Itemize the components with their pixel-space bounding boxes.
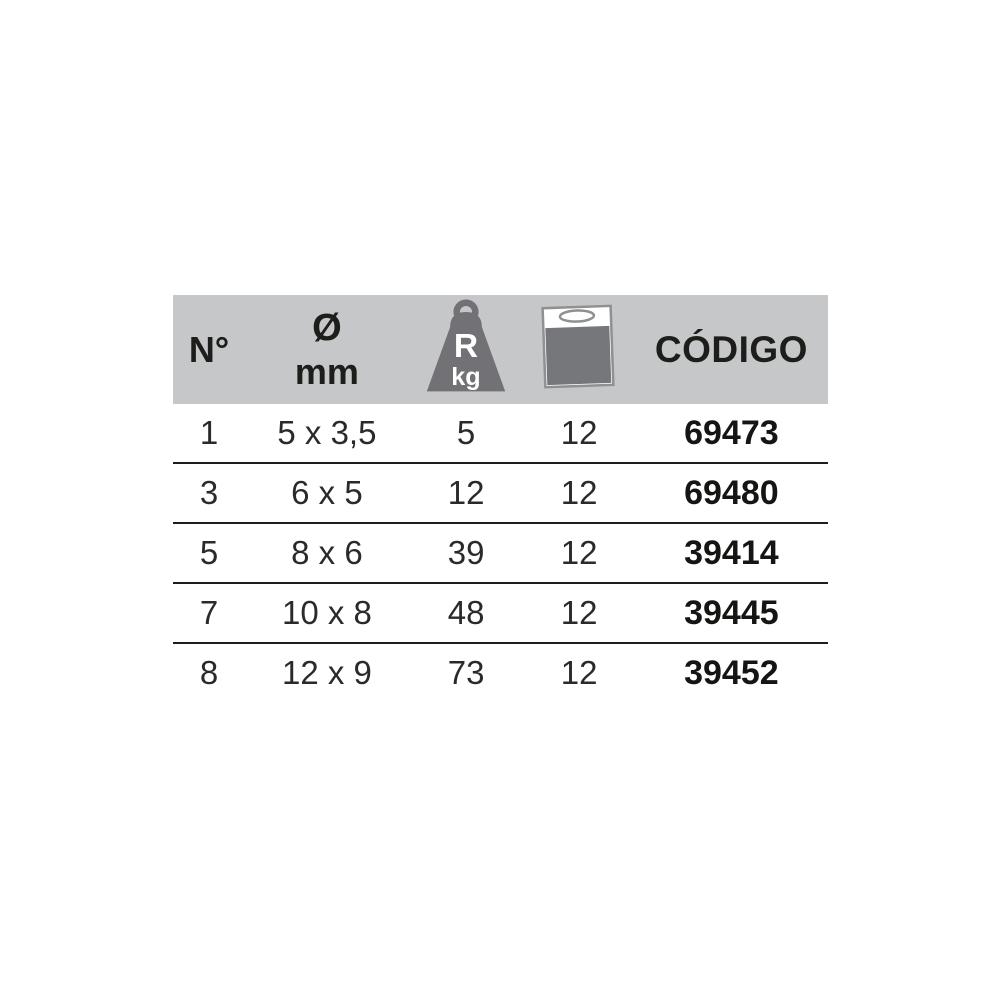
cell-codigo: 69473 xyxy=(684,413,779,452)
cell-number: 5 xyxy=(199,534,219,571)
table-row: 1 5 x 3,5 5 12 69473 xyxy=(173,404,828,464)
cell-pack-qty: 12 xyxy=(560,594,598,631)
weight-kg-icon: R kg xyxy=(419,298,513,401)
header-col-diameter: Ø mm xyxy=(245,306,409,393)
cell-number: 3 xyxy=(199,474,219,511)
header-col-pack xyxy=(523,302,634,397)
cell-diameter: 8 x 6 xyxy=(291,534,363,571)
cell-diameter: 5 x 3,5 xyxy=(277,414,377,451)
table-header-row: N° Ø mm R kg xyxy=(173,295,828,404)
cell-weight: 73 xyxy=(447,654,485,691)
cell-number: 8 xyxy=(199,654,219,691)
diameter-symbol: Ø xyxy=(312,306,342,349)
blister-card-icon xyxy=(538,302,620,397)
cell-pack-qty: 12 xyxy=(560,414,598,451)
cell-weight: 48 xyxy=(447,594,485,631)
cell-pack-qty: 12 xyxy=(560,654,598,691)
cell-weight: 39 xyxy=(447,534,485,571)
table-row: 5 8 x 6 39 12 39414 xyxy=(173,524,828,584)
cell-codigo: 39445 xyxy=(684,593,779,632)
cell-diameter: 10 x 8 xyxy=(281,594,372,631)
diameter-unit: mm xyxy=(294,350,359,392)
cell-weight: 12 xyxy=(447,474,485,511)
cell-pack-qty: 12 xyxy=(560,534,598,571)
table-row: 8 12 x 9 73 12 39452 xyxy=(173,644,828,702)
cell-codigo: 39452 xyxy=(684,653,779,692)
header-col-weight: R kg xyxy=(409,298,524,401)
cell-pack-qty: 12 xyxy=(560,474,598,511)
table-body: 1 5 x 3,5 5 12 69473 3 6 x 5 12 12 69480… xyxy=(173,404,828,702)
cell-codigo: 39414 xyxy=(684,533,779,572)
cell-diameter: 12 x 9 xyxy=(281,654,372,691)
table-row: 3 6 x 5 12 12 69480 xyxy=(173,464,828,524)
svg-text:R: R xyxy=(454,327,478,364)
cell-number: 1 xyxy=(199,414,219,451)
svg-text:kg: kg xyxy=(451,362,480,390)
cell-codigo: 69480 xyxy=(684,473,779,512)
cell-weight: 5 xyxy=(456,414,476,451)
cell-number: 7 xyxy=(199,594,219,631)
table-row: 7 10 x 8 48 12 39445 xyxy=(173,584,828,644)
header-col-codigo: CÓDIGO xyxy=(654,328,808,370)
header-col-number: N° xyxy=(188,328,230,370)
cell-diameter: 6 x 5 xyxy=(291,474,363,511)
product-spec-table: N° Ø mm R kg xyxy=(173,295,828,702)
